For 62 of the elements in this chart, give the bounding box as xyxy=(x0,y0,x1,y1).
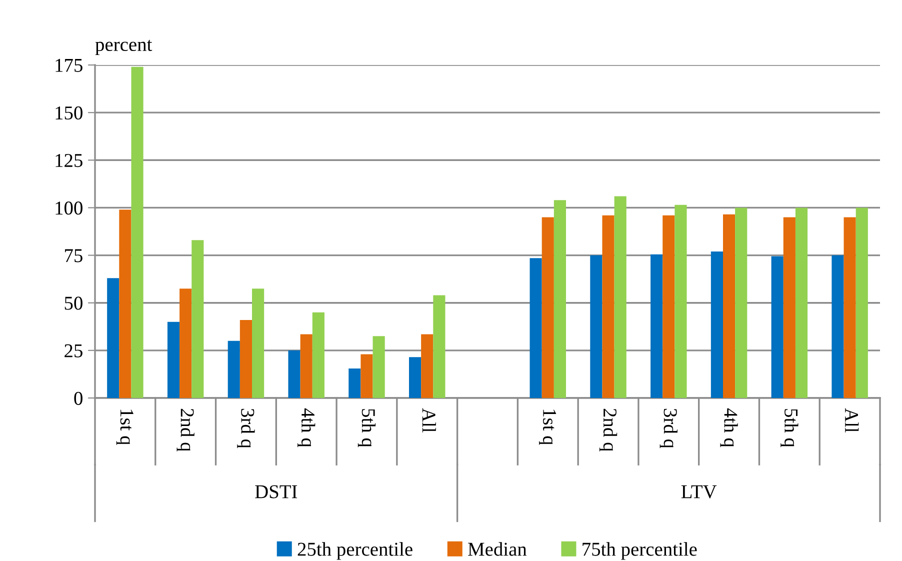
x-tick-label: 4th q xyxy=(298,408,316,448)
y-tick-label: 25 xyxy=(64,344,82,358)
bar xyxy=(614,196,626,398)
bar xyxy=(360,354,373,398)
y-tick-label: 75 xyxy=(65,249,82,262)
x-tick-label: 3rd q xyxy=(237,408,255,448)
bar xyxy=(131,66,144,398)
x-tick-label: 1st q xyxy=(116,410,134,445)
x-tick-label: 5th q xyxy=(780,409,798,448)
text: LTV xyxy=(681,485,717,498)
bar xyxy=(167,322,180,398)
bar xyxy=(252,288,264,398)
bar xyxy=(602,215,614,398)
bar xyxy=(348,368,361,398)
bar xyxy=(723,214,736,398)
bar xyxy=(856,208,868,398)
bar xyxy=(710,251,723,398)
bar xyxy=(795,208,808,398)
bar xyxy=(228,340,240,398)
y-axis-title: percent xyxy=(95,40,152,56)
bar xyxy=(421,334,434,398)
bar xyxy=(312,312,324,398)
bar xyxy=(180,288,192,398)
y-tick-label: 0 xyxy=(74,392,82,405)
bar xyxy=(530,258,542,398)
bar xyxy=(372,336,385,398)
bar xyxy=(433,295,446,398)
x-tick-label: 2nd q xyxy=(176,408,194,452)
bar xyxy=(771,256,784,398)
y-tick-label: 50 xyxy=(64,296,82,310)
text: DSTI xyxy=(255,485,298,498)
bar xyxy=(300,334,312,398)
x-tick-label: All xyxy=(845,408,859,432)
bar xyxy=(107,278,120,398)
bar xyxy=(409,357,422,398)
bar xyxy=(844,217,856,398)
legend-label: 25th percentile xyxy=(298,542,412,560)
x-tick-label: 5th q xyxy=(358,409,376,448)
x-tick-label: 1st q xyxy=(539,410,556,445)
bar xyxy=(542,217,554,398)
bar xyxy=(674,204,687,398)
bar xyxy=(119,210,132,398)
bar xyxy=(590,255,602,398)
bar xyxy=(735,208,748,398)
bar xyxy=(662,215,675,398)
legend-label: 75th percentile xyxy=(582,542,697,560)
bar xyxy=(832,255,844,398)
bar xyxy=(240,320,252,398)
y-tick-label: 125 xyxy=(56,154,82,168)
legend-label: Median xyxy=(468,542,527,556)
bar xyxy=(783,217,796,398)
x-tick-label: All xyxy=(422,408,436,432)
bar xyxy=(192,240,204,398)
y-tick-label: 100 xyxy=(56,202,82,215)
bar xyxy=(650,254,663,398)
y-tick-label: 175 xyxy=(56,58,82,72)
x-tick-label: 4th q xyxy=(720,408,738,448)
bar xyxy=(554,200,566,398)
x-tick-label: 3rd q xyxy=(660,408,678,448)
bar xyxy=(288,350,300,398)
x-tick-label: 2nd q xyxy=(599,408,618,452)
y-tick-label: 150 xyxy=(56,106,82,120)
